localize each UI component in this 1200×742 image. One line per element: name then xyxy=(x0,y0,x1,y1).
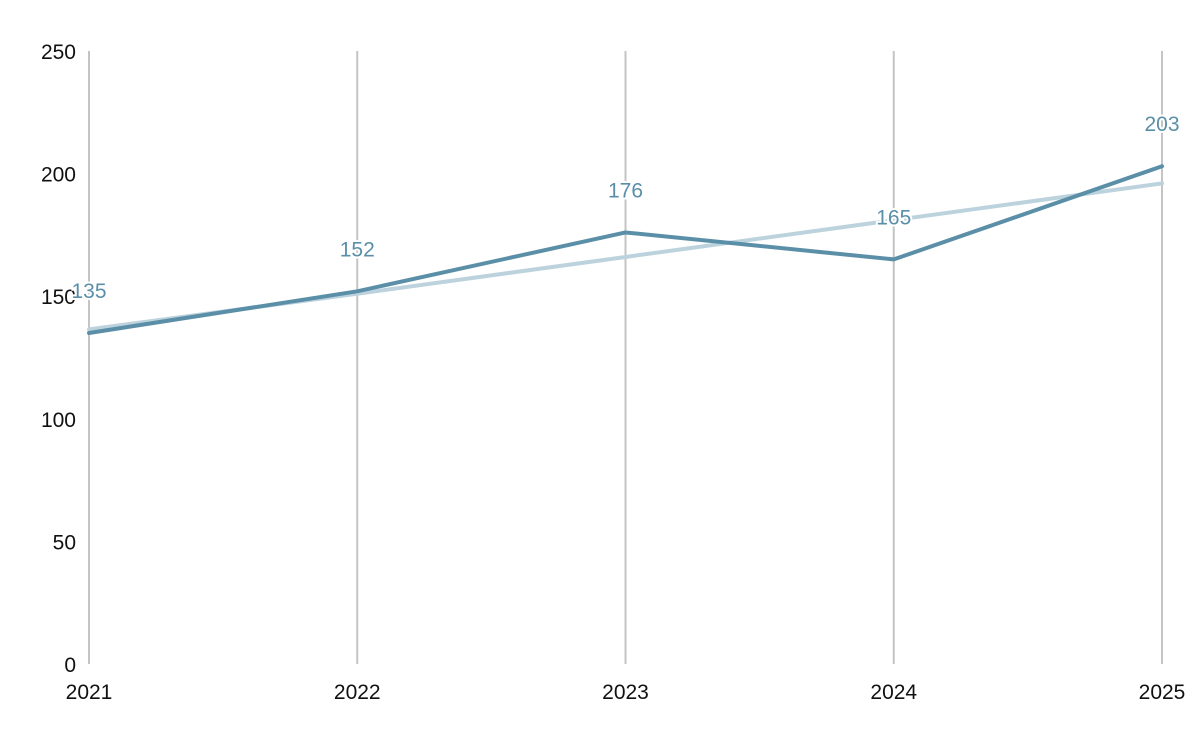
y-tick-label: 100 xyxy=(41,409,76,432)
data-label: 165 xyxy=(876,206,911,229)
x-tick-label: 2023 xyxy=(602,681,649,704)
x-tick-label: 2024 xyxy=(870,681,917,704)
x-tick-label: 2021 xyxy=(66,681,113,704)
x-tick-label: 2025 xyxy=(1139,681,1186,704)
y-tick-label: 200 xyxy=(41,164,76,187)
x-tick-label: 2022 xyxy=(334,681,381,704)
data-labels: 135 152 176 165 203 xyxy=(69,111,1181,305)
data-label: 152 xyxy=(340,238,375,261)
y-tick-label: 0 xyxy=(64,654,76,677)
gridlines xyxy=(88,51,1163,664)
y-tick-label: 50 xyxy=(53,531,76,554)
y-tick-label: 150 xyxy=(41,286,76,309)
y-tick-label: 250 xyxy=(41,41,76,64)
data-label: 176 xyxy=(608,179,643,202)
data-label: 203 xyxy=(1144,113,1179,136)
series-group xyxy=(87,164,1164,335)
x-axis: 2021 2022 2023 2024 2025 xyxy=(66,681,1186,704)
series-line-1 xyxy=(87,164,1164,335)
data-label: 135 xyxy=(71,280,106,303)
y-axis: 0 50 100 150 200 250 xyxy=(41,41,76,677)
